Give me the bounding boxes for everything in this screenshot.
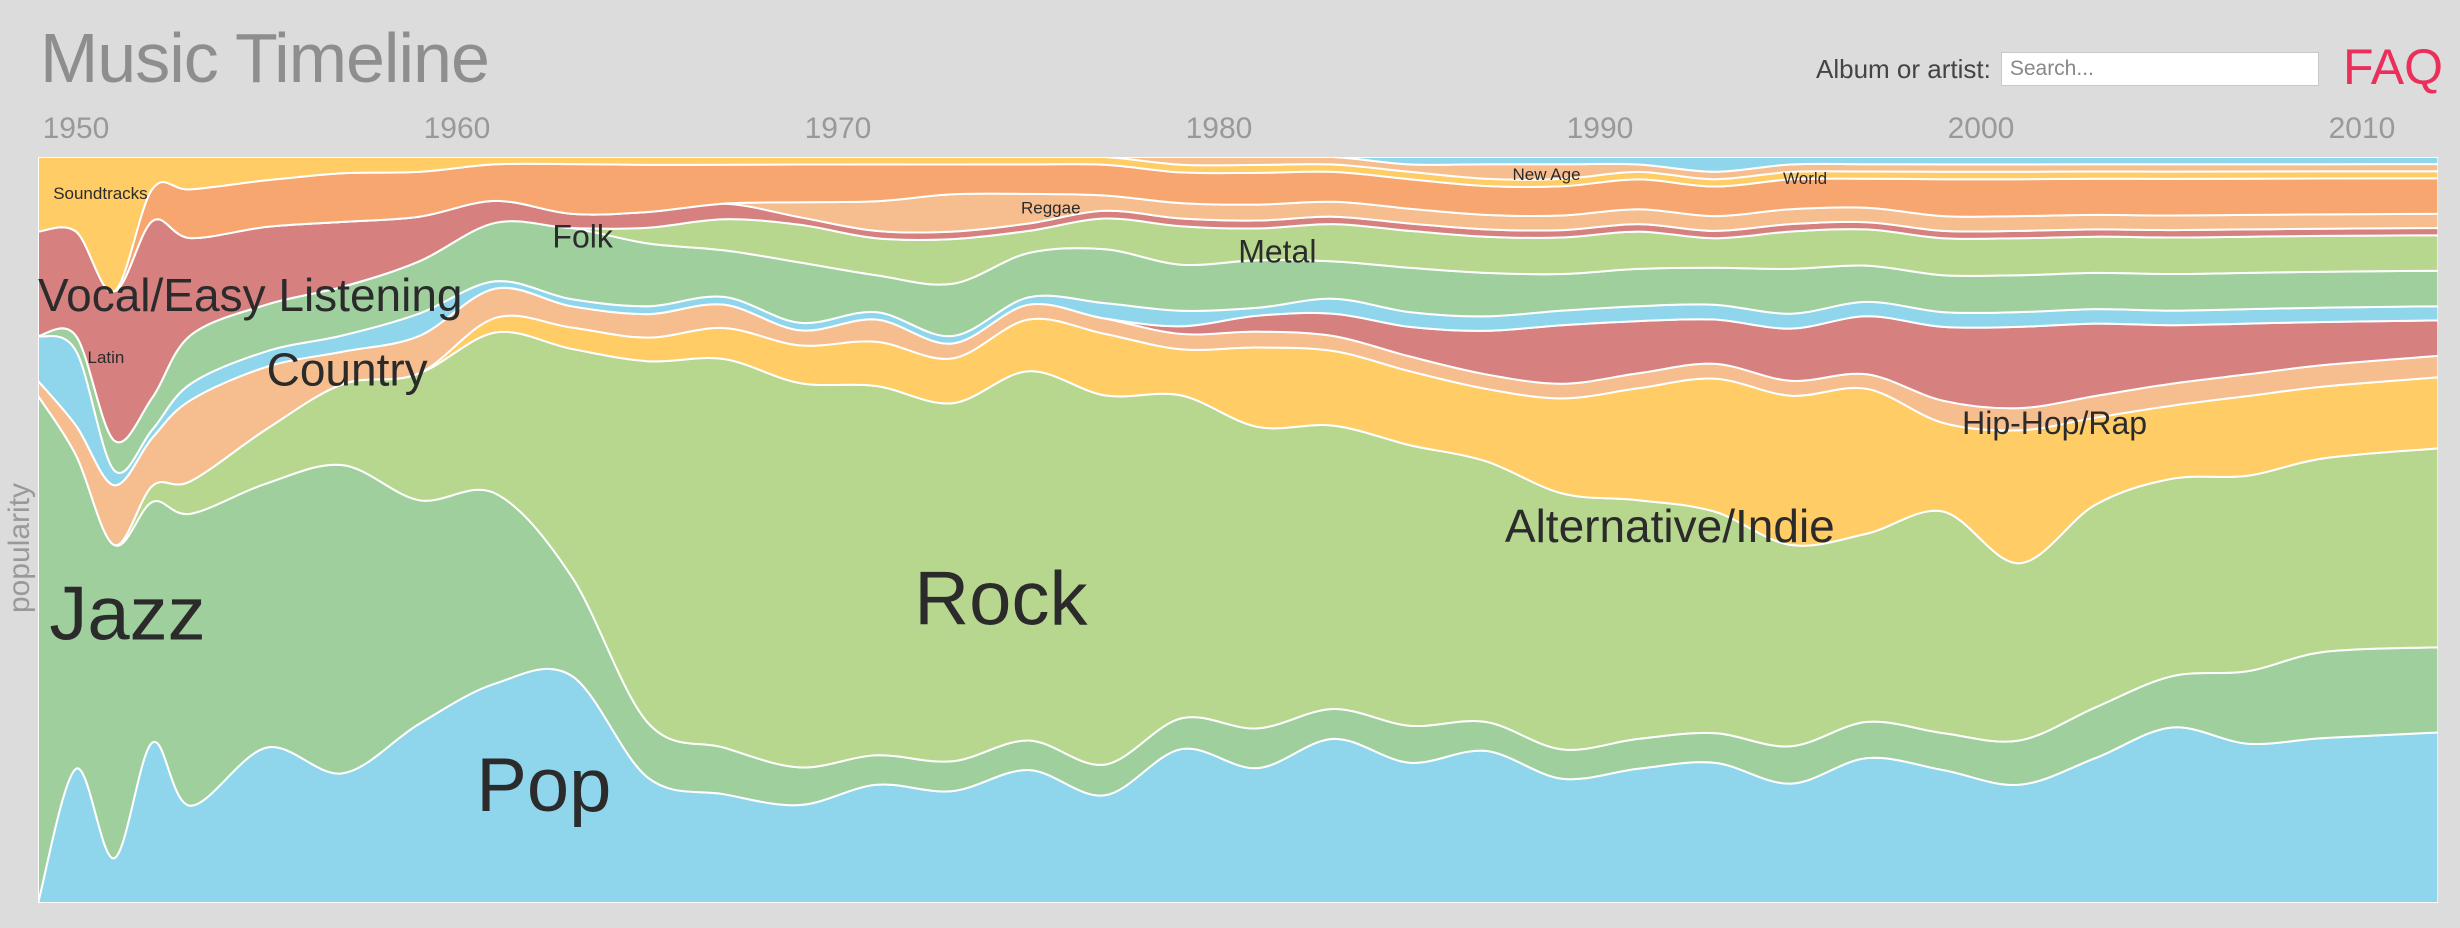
stream-new-age[interactable] — [38, 157, 2438, 181]
genre-label-soundtracks: Soundtracks — [53, 184, 148, 203]
genre-label-alternative-indie: Alternative/Indie — [1505, 500, 1835, 552]
genre-label-reggae: Reggae — [1021, 199, 1081, 218]
x-tick-label: 2010 — [2328, 112, 2396, 145]
streamgraph: Jazz Pop Rock Alternative/Indie Country Vocal… — [38, 157, 2438, 903]
x-tick-label: 2000 — [1947, 112, 2015, 145]
search-input[interactable] — [2000, 52, 2319, 86]
x-tick-label: 1970 — [804, 112, 872, 145]
genre-label-vocal-easy-listening: Vocal/Easy Listening — [38, 269, 463, 321]
genre-label-country: Country — [267, 343, 428, 395]
genre-label-new-age: New Age — [1513, 165, 1581, 184]
y-axis-label: popularity — [3, 482, 36, 614]
stream-soundtracks[interactable] — [38, 157, 2438, 293]
genre-label-folk: Folk — [552, 219, 613, 255]
genre-label-layer: Jazz Pop Rock Alternative/Indie Country Vocal… — [38, 165, 2147, 828]
page-title: Music Timeline — [40, 19, 490, 97]
x-tick-label: 1990 — [1566, 112, 1634, 145]
search-label: Album or artist: — [1816, 53, 1991, 84]
stream-world[interactable] — [38, 157, 2438, 173]
x-tick-label: 1980 — [1185, 112, 1253, 145]
x-axis: 1950 1960 1970 1980 1990 2000 2010 — [0, 112, 2460, 152]
search-bar: Album or artist: — [1816, 52, 2319, 86]
genre-label-jazz: Jazz — [49, 572, 205, 657]
genre-label-pop: Pop — [476, 743, 611, 828]
genre-label-metal: Metal — [1238, 233, 1316, 269]
stream-layer — [38, 157, 2438, 903]
genre-label-world: World — [1783, 169, 1827, 188]
genre-label-hip-hop-rap: Hip-Hop/Rap — [1962, 405, 2147, 441]
genre-label-rock: Rock — [914, 557, 1088, 642]
x-tick-label: 1960 — [423, 112, 491, 145]
genre-label-latin: Latin — [88, 348, 125, 367]
x-tick-label: 1950 — [42, 112, 110, 145]
faq-link[interactable]: FAQ — [2343, 39, 2444, 95]
